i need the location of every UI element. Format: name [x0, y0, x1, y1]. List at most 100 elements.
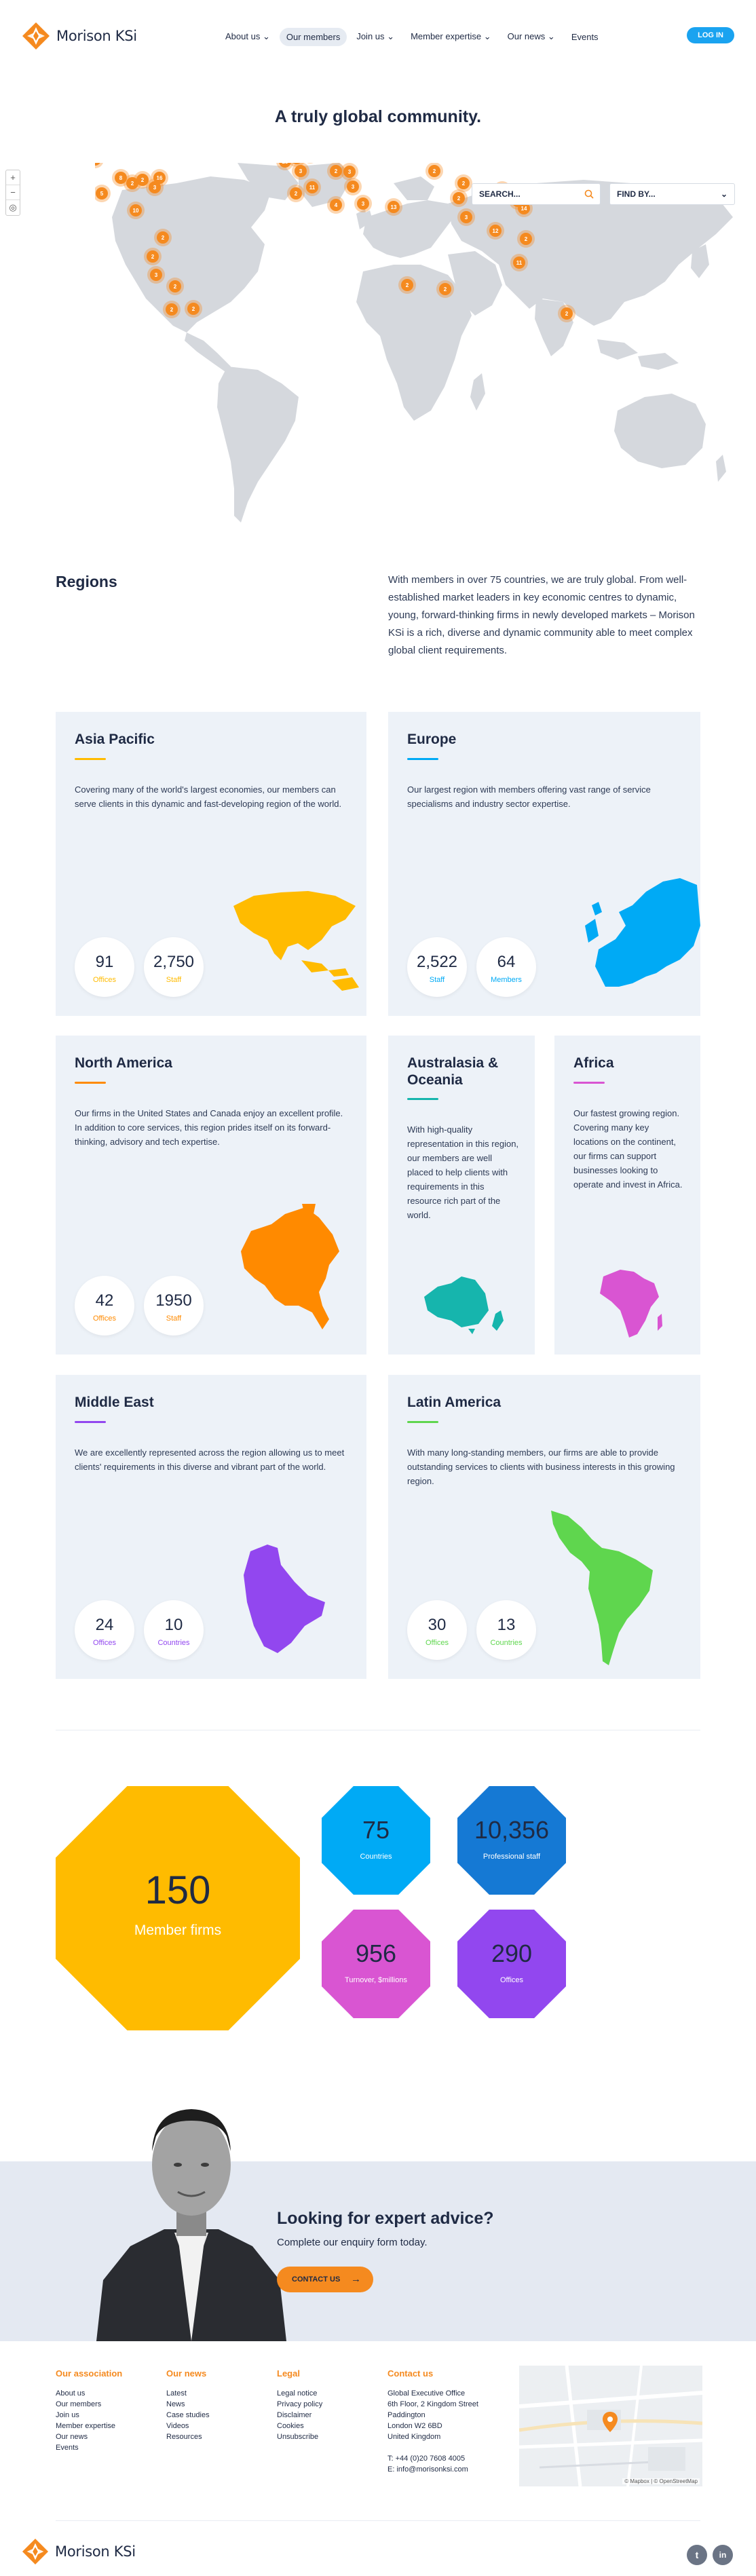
nav-our-news[interactable]: Our news ⌄	[501, 27, 562, 46]
map-marker[interactable]: 5	[95, 185, 111, 202]
stat-countries: 10 Countries	[144, 1600, 204, 1660]
map-marker[interactable]: 2	[426, 163, 443, 180]
map-marker[interactable]: 2	[185, 300, 202, 318]
region-title: Latin America	[407, 1395, 502, 1410]
twitter-icon[interactable]: t	[687, 2545, 707, 2565]
map-marker[interactable]: 6	[95, 163, 104, 168]
stat-turnover: 956 Turnover, $millions	[322, 1910, 430, 2018]
contact-us-button[interactable]: CONTACT US →	[277, 2267, 373, 2292]
map-marker[interactable]: 2	[134, 171, 151, 189]
map-marker[interactable]: 2	[558, 305, 575, 322]
world-map[interactable]: 6822163510223222231532112523343132223231…	[95, 163, 746, 529]
footer-logo[interactable]: Morison KSi	[22, 2538, 136, 2565]
map-marker[interactable]: 2	[144, 248, 162, 265]
footer-contact: Contact us Global Executive Office 6th F…	[388, 2368, 478, 2475]
footer-link[interactable]: Privacy policy	[277, 2400, 323, 2408]
map-search	[472, 183, 601, 205]
region-card-africa[interactable]: Africa Our fastest growing region. Cover…	[554, 1036, 700, 1355]
stat-offices: 91 Offices	[75, 937, 134, 997]
map-marker-count: 2	[131, 181, 134, 187]
map-marker[interactable]: 4	[327, 196, 345, 214]
map-marker[interactable]: 3	[344, 178, 362, 195]
map-marker[interactable]: 10	[127, 202, 145, 219]
map-marker[interactable]: 2	[436, 280, 454, 298]
site-logo[interactable]: Morison KSi	[22, 22, 137, 50]
footer-link[interactable]: Member expertise	[56, 2422, 116, 2430]
map-marker[interactable]: 2	[301, 163, 319, 164]
nav-about-us[interactable]: About us ⌄	[219, 27, 277, 46]
office-location-map[interactable]: © Mapbox | © OpenStreetMap	[519, 2366, 702, 2486]
stat-label: Member firms	[134, 1922, 222, 1938]
address-line: London W2 6BD	[388, 2422, 442, 2430]
region-card-latin-america[interactable]: Latin America With many long-standing me…	[388, 1375, 700, 1679]
map-marker[interactable]: 11	[303, 178, 321, 196]
map-marker[interactable]: 2	[287, 185, 305, 202]
map-marker[interactable]: 2	[327, 163, 345, 180]
latin-america-map-icon	[551, 1511, 653, 1665]
map-marker-count: 10	[133, 208, 139, 214]
nav-member-expertise[interactable]: Member expertise ⌄	[404, 27, 498, 46]
contact-phone[interactable]: T: +44 (0)20 7608 4005	[388, 2455, 466, 2463]
login-button[interactable]: LOG IN	[687, 27, 734, 43]
map-marker[interactable]: 8	[112, 169, 130, 187]
nav-events[interactable]: Events	[565, 28, 605, 46]
footer-link[interactable]: Case studies	[166, 2411, 210, 2419]
region-card-asia-pacific[interactable]: Asia Pacific Covering many of the world'…	[56, 712, 366, 1016]
map-marker[interactable]: 3	[147, 266, 165, 284]
map-marker[interactable]: 2	[450, 189, 468, 207]
contact-email[interactable]: E: info@morisonksi.com	[388, 2465, 468, 2474]
map-marker-count: 14	[521, 206, 527, 212]
contact-us-label: CONTACT US	[292, 2275, 341, 2284]
footer-link[interactable]: About us	[56, 2389, 86, 2398]
map-search-input[interactable]	[472, 184, 574, 204]
map-marker[interactable]: 3	[146, 178, 164, 196]
region-card-australasia[interactable]: Australasia & Oceania With high-quality …	[388, 1036, 535, 1355]
region-card-middle-east[interactable]: Middle East We are excellently represent…	[56, 1375, 366, 1679]
region-card-europe[interactable]: Europe Our largest region with members o…	[388, 712, 700, 1016]
map-marker[interactable]: 3	[457, 208, 475, 226]
footer-link[interactable]: Join us	[56, 2411, 79, 2419]
map-marker-count: 3	[465, 214, 468, 221]
footer-link[interactable]: Events	[56, 2444, 79, 2452]
footer-link[interactable]: News	[166, 2400, 185, 2408]
footer-link[interactable]: Our news	[56, 2433, 88, 2441]
map-marker[interactable]: 3	[354, 195, 372, 212]
footer-link[interactable]: Latest	[166, 2389, 187, 2398]
map-marker[interactable]: 2	[398, 276, 416, 294]
map-marker[interactable]: 2	[166, 278, 184, 295]
map-marker-count: 2	[457, 195, 461, 202]
map-marker-count: 8	[119, 175, 123, 181]
footer-link[interactable]: Legal notice	[277, 2389, 318, 2398]
find-by-select[interactable]: FIND BY... ⌄	[609, 183, 735, 205]
map-marker[interactable]: 2	[163, 301, 181, 318]
footer-link[interactable]: Our members	[56, 2400, 102, 2408]
nav-join-us[interactable]: Join us ⌄	[349, 27, 401, 46]
nav-our-members[interactable]: Our members	[279, 27, 347, 46]
map-marker[interactable]: 13	[385, 198, 402, 216]
stat-value: 1950	[155, 1291, 192, 1310]
map-marker-count: 11	[516, 260, 523, 266]
map-marker[interactable]: 2	[154, 229, 172, 246]
zoom-out-button[interactable]: −	[6, 185, 20, 200]
footer-link[interactable]: Disclaimer	[277, 2411, 312, 2419]
map-marker[interactable]: 2	[455, 174, 472, 192]
region-accent-bar	[75, 1082, 106, 1084]
locate-icon[interactable]: ◎	[9, 202, 17, 212]
map-marker[interactable]: 11	[510, 254, 528, 271]
map-marker[interactable]: 2	[517, 230, 535, 248]
region-card-north-america[interactable]: North America Our firms in the United St…	[56, 1036, 366, 1355]
footer-link[interactable]: Resources	[166, 2433, 202, 2441]
stat-countries: 13 Countries	[476, 1600, 536, 1660]
map-marker-count: 2	[462, 181, 466, 187]
map-marker[interactable]: 3	[292, 163, 309, 180]
search-icon[interactable]	[584, 189, 594, 199]
footer-link[interactable]: Cookies	[277, 2422, 304, 2430]
footer-link[interactable]: Videos	[166, 2422, 189, 2430]
map-marker-count: 2	[525, 236, 528, 242]
zoom-in-button[interactable]: +	[6, 170, 20, 185]
footer-link[interactable]: Unsubscribe	[277, 2433, 319, 2441]
map-marker[interactable]: 12	[487, 222, 504, 240]
map-marker[interactable]: 3	[341, 163, 358, 181]
map-marker[interactable]: 23	[276, 163, 294, 170]
linkedin-icon[interactable]: in	[713, 2545, 733, 2565]
